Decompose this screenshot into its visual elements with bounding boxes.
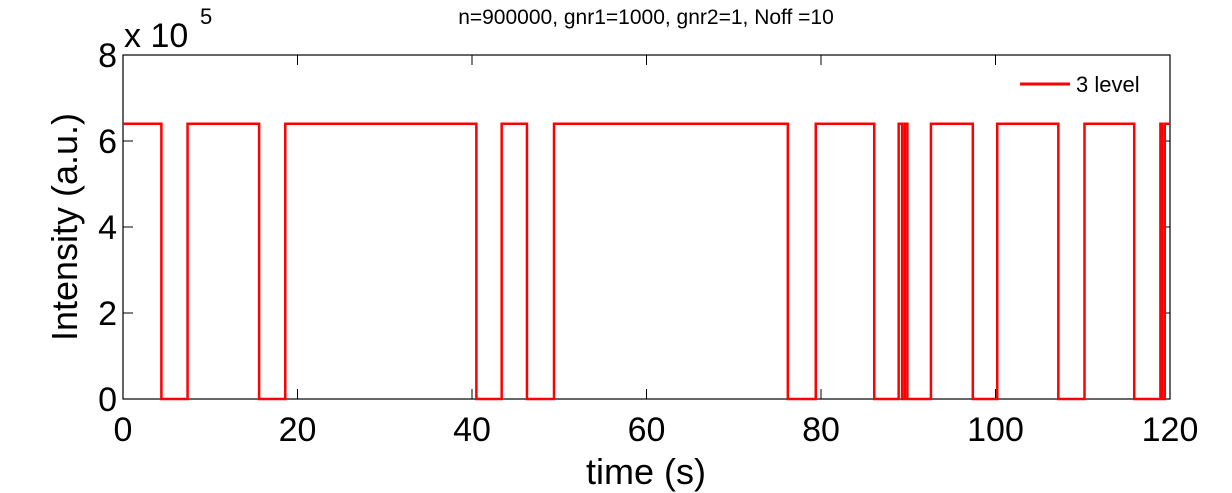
y-axis-ticks: 0 2 4 6 8 bbox=[98, 37, 1170, 419]
x-tick-label: 120 bbox=[1142, 411, 1199, 449]
y-multiplier-base: x 10 bbox=[124, 17, 188, 55]
x-tick-label: 80 bbox=[802, 411, 840, 449]
y-tick-label: 0 bbox=[98, 381, 117, 419]
y-multiplier-exponent: 5 bbox=[200, 4, 212, 29]
legend-label-3-level: 3 level bbox=[1076, 72, 1140, 97]
x-tick-label: 60 bbox=[628, 411, 666, 449]
legend: 3 level bbox=[1020, 72, 1140, 97]
y-axis-label: Intensity (a.u.) bbox=[44, 113, 85, 341]
chart-title: n=900000, gnr1=1000, gnr2=1, Noff =10 bbox=[458, 6, 834, 29]
x-tick-label: 0 bbox=[114, 411, 133, 449]
y-tick-label: 4 bbox=[98, 209, 117, 247]
x-tick-label: 100 bbox=[967, 411, 1024, 449]
x-axis-label: time (s) bbox=[586, 451, 706, 492]
series-layer bbox=[123, 122, 1170, 401]
y-tick-label: 6 bbox=[98, 123, 117, 161]
x-axis-ticks: 0 20 40 60 80 100 120 bbox=[114, 55, 1199, 449]
x-tick-label: 40 bbox=[453, 411, 491, 449]
x-tick-label: 20 bbox=[279, 411, 317, 449]
y-multiplier: x 10 5 bbox=[124, 4, 212, 55]
y-tick-label: 8 bbox=[98, 37, 117, 75]
plot-area bbox=[122, 54, 1171, 400]
y-tick-label: 2 bbox=[98, 295, 117, 333]
series-line-3-level bbox=[123, 122, 1170, 401]
